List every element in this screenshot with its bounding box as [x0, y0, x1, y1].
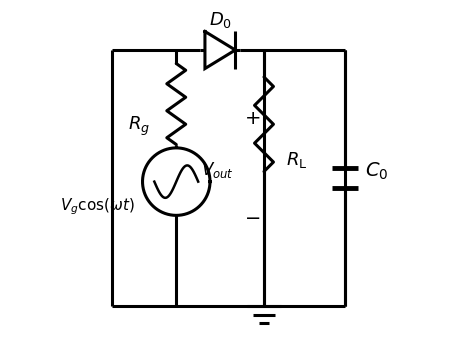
Text: $C_0$: $C_0$: [365, 161, 389, 182]
Text: $-$: $-$: [244, 208, 260, 226]
Text: $D_0$: $D_0$: [209, 10, 232, 29]
Text: $V_{out}$: $V_{out}$: [201, 160, 234, 180]
Text: $R_g$: $R_g$: [128, 114, 150, 138]
Text: $R_\mathrm{L}$: $R_\mathrm{L}$: [286, 150, 307, 170]
Text: $+$: $+$: [244, 110, 260, 128]
Text: $V_g\cos(\omega t)$: $V_g\cos(\omega t)$: [60, 197, 134, 217]
